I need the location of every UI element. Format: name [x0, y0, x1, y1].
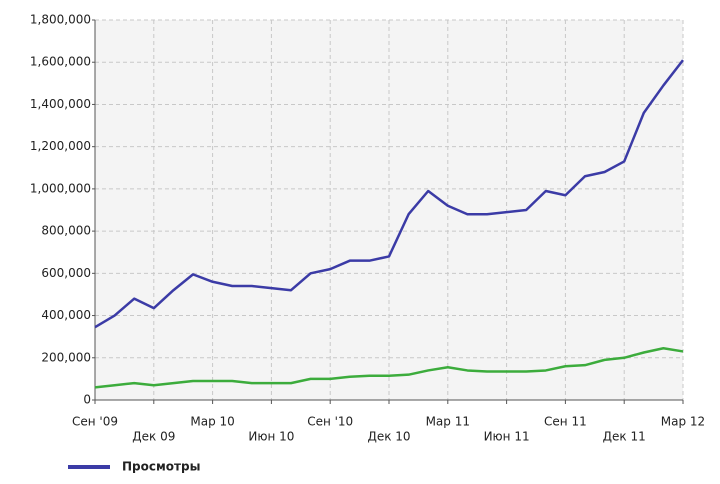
x-tick-label: Дек 11 [603, 430, 646, 444]
x-tick-label: Мар 12 [661, 415, 705, 429]
y-tick-label: 1,200,000 [30, 139, 91, 153]
x-tick-label: Мар 11 [426, 415, 470, 429]
y-tick-label: 1,800,000 [30, 13, 91, 27]
x-tick-label: Июн 11 [484, 430, 530, 444]
x-tick-label: Мар 10 [190, 415, 234, 429]
x-tick-label: Июн 10 [248, 430, 294, 444]
x-tick-label: Сен 11 [544, 415, 587, 429]
series-line [94, 347, 684, 389]
x-tick-label: Дек 09 [132, 430, 175, 444]
y-tick-label: 1,000,000 [30, 181, 91, 195]
y-tick-label: 1,400,000 [30, 97, 91, 111]
y-tick-label: 400,000 [41, 308, 91, 322]
x-tick-label: Сен '10 [307, 415, 353, 429]
x-tick-label: Сен '09 [72, 415, 118, 429]
series-line [94, 59, 684, 329]
y-tick-label: 600,000 [41, 266, 91, 280]
y-tick-label: 0 [83, 393, 91, 407]
y-tick-label: 800,000 [41, 224, 91, 238]
y-tick-label: 200,000 [41, 350, 91, 364]
legend-label: Просмотры [122, 460, 200, 474]
y-tick-label: 1,600,000 [30, 55, 91, 69]
x-tick-label: Дек 10 [367, 430, 410, 444]
